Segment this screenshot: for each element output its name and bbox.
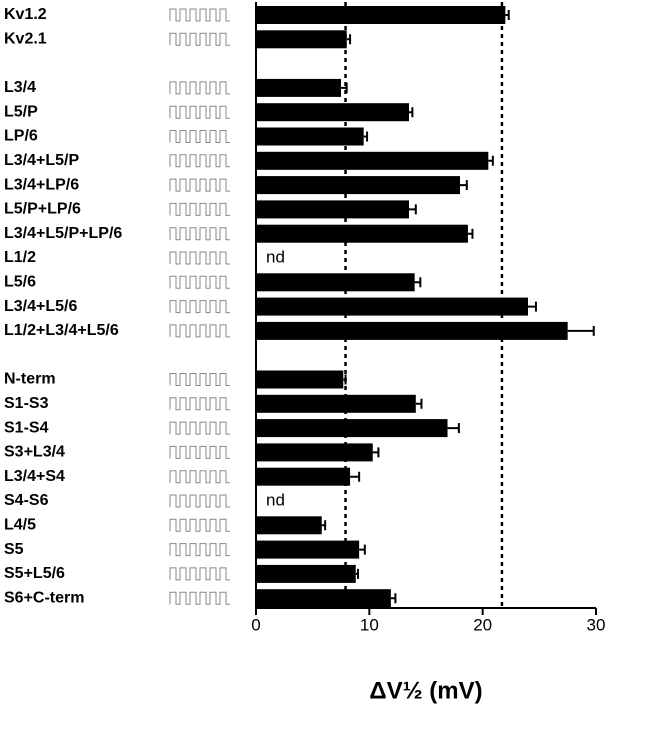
bar [256, 30, 347, 49]
bar [256, 370, 344, 389]
error-bar [567, 325, 595, 336]
category-label: S1-S3 [4, 395, 49, 412]
error-bar [350, 471, 361, 482]
value-label: nd [266, 490, 285, 509]
x-tick-label: 20 [473, 615, 492, 634]
channel-icon [169, 567, 230, 581]
channel-icon [169, 81, 230, 95]
category-label: S4-S6 [4, 492, 49, 509]
error-bar [346, 34, 352, 45]
bar [256, 394, 416, 413]
category-label: L4/5 [4, 517, 36, 534]
channel-icon [169, 275, 230, 289]
error-bar [467, 228, 474, 239]
error-bar [505, 10, 510, 20]
category-label: N-term [4, 371, 56, 388]
category-label: L5/P [4, 103, 38, 120]
category-label: S3+L3/4 [4, 444, 65, 461]
bar [256, 176, 460, 195]
value-label: nd [266, 247, 285, 266]
bar [256, 273, 415, 292]
bar [256, 564, 356, 583]
channel-icon [169, 105, 230, 119]
category-label: L3/4+L5/6 [4, 298, 77, 315]
x-tick-label: 0 [251, 615, 260, 634]
channel-icon [169, 543, 230, 557]
category-label: Kv2.1 [4, 31, 47, 48]
channel-icon [169, 421, 230, 435]
category-label: S5 [4, 541, 24, 558]
category-label: LP/6 [4, 128, 38, 145]
channel-icon [169, 202, 230, 216]
error-bar [460, 180, 468, 191]
bar [256, 200, 409, 219]
category-label: S1-S4 [4, 419, 49, 436]
channel-icon [169, 445, 230, 459]
error-bar [359, 544, 366, 555]
channel-icon [169, 591, 230, 605]
error-bar [355, 568, 359, 579]
bar [256, 127, 364, 146]
category-label: L3/4+L5/P+LP/6 [4, 225, 122, 242]
category-label: S5+L5/6 [4, 565, 65, 582]
channel-icon [169, 494, 230, 508]
channel-icon [169, 300, 230, 314]
channel-icon [169, 154, 230, 168]
bar [256, 78, 341, 97]
category-label: L5/P+LP/6 [4, 201, 81, 218]
error-bar [488, 155, 494, 166]
error-bar [409, 107, 414, 118]
x-tick-label: 30 [587, 615, 606, 634]
bar [256, 103, 409, 122]
category-label: L1/2 [4, 249, 36, 266]
error-bar [447, 423, 460, 434]
category-label: L1/2+L3/4+L5/6 [4, 322, 119, 339]
category-label: L3/4+L5/P [4, 152, 79, 169]
bar [256, 516, 322, 535]
category-label: L5/6 [4, 274, 36, 291]
channel-icon [169, 8, 230, 22]
category-label: Kv1.2 [4, 6, 47, 23]
category-label: L3/4+LP/6 [4, 176, 79, 193]
x-tick-label: 10 [360, 615, 379, 634]
category-label: L3/4 [4, 79, 36, 96]
channel-icon [169, 130, 230, 143]
bar [256, 443, 373, 462]
channel-icon [169, 251, 230, 265]
channel-icon [169, 518, 230, 532]
error-bar [409, 204, 417, 215]
category-label: S6+C-term [4, 589, 84, 606]
error-bar [321, 520, 327, 531]
error-bar [341, 82, 348, 93]
channel-icon [169, 227, 230, 241]
channel-icon [169, 373, 230, 386]
channel-icon [169, 324, 230, 338]
bar [256, 419, 448, 438]
channel-icon [169, 397, 230, 411]
channel-icon [169, 470, 230, 484]
error-bar [414, 277, 422, 288]
error-bar [343, 374, 347, 385]
error-bar [372, 447, 380, 458]
bar [256, 321, 568, 340]
bar [256, 297, 528, 316]
bar [256, 6, 506, 24]
error-bar [528, 301, 537, 312]
bar [256, 224, 468, 243]
bar [256, 467, 351, 486]
channel-icon [169, 32, 230, 46]
bar [256, 540, 360, 559]
bar [256, 589, 391, 608]
bar [256, 151, 489, 170]
category-label: L3/4+S4 [4, 468, 65, 485]
error-bar [415, 398, 423, 409]
channel-icon [169, 178, 230, 192]
error-bar [390, 593, 397, 604]
x-axis-title: ΔV½ (mV) [369, 677, 482, 704]
error-bar [363, 131, 369, 142]
